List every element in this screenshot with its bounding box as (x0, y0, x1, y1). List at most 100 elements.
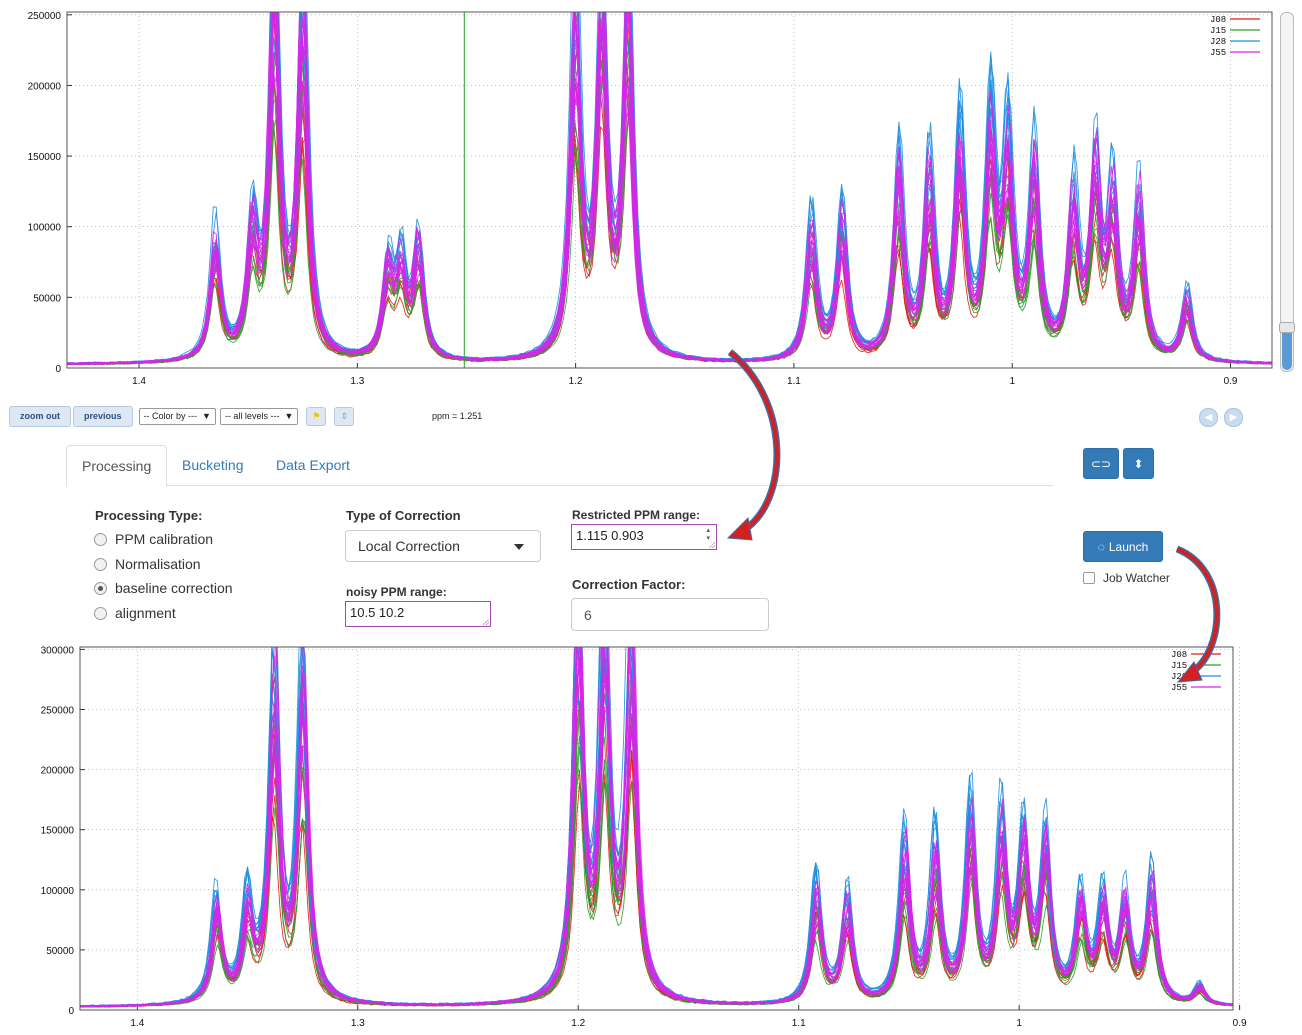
y-tick-label: 100000 (41, 886, 75, 897)
spectrum-trace-j55 (80, 647, 1233, 1008)
x-tick-label: 1 (1009, 376, 1015, 387)
spectrum-trace-j55 (80, 647, 1233, 1008)
radio-circle-checked (94, 581, 107, 595)
spectrum-trace-j55 (80, 647, 1233, 1008)
plot-frame (66, 11, 1273, 369)
chevron-down-icon: ▼ (202, 411, 211, 421)
x-axis: 1.4 1.3 1.2 1.1 1 0.9 (130, 1005, 1247, 1029)
radio-ppm-calibration[interactable]: PPM calibration (94, 531, 213, 547)
previous-button[interactable]: previous (73, 405, 133, 427)
plot-toolbar: zoom out previous -- Color by --- ▼ -- a… (9, 405, 355, 427)
tab-processing[interactable]: Processing (66, 445, 168, 487)
spectrum-trace-j55 (80, 647, 1233, 1008)
x-axis: 1.4 1.3 1.2 1.1 1 0.9 (132, 363, 1238, 387)
restricted-range-input[interactable]: 1.115 0.903 ▴ ▾ (571, 524, 717, 550)
job-watcher-checkbox[interactable]: Job Watcher (1083, 571, 1170, 585)
up-down-button[interactable]: ⇕ (334, 406, 355, 426)
chevron-down-icon: ▼ (284, 411, 294, 421)
correction-type-select[interactable]: Local Correction (345, 530, 541, 562)
vertical-scale-handle[interactable] (1279, 322, 1295, 333)
correction-type-value: Local Correction (358, 538, 460, 554)
spectra-lines (80, 647, 1233, 1008)
y-tick-label: 200000 (28, 81, 62, 92)
spectrum-trace-j55 (67, 12, 1272, 365)
tab-bar: Processing Bucketing Data Export (66, 445, 1053, 487)
link-button[interactable]: ⊂⊃ (1083, 448, 1119, 479)
y-tick-label: 150000 (28, 152, 62, 163)
radio-circle (94, 532, 107, 546)
correction-type-label: Type of Correction (346, 508, 461, 523)
y-tick-label: 50000 (46, 946, 74, 957)
radio-circle (94, 606, 107, 620)
y-tick-label: 50000 (33, 293, 61, 304)
launch-label: Launch (1108, 539, 1149, 554)
levels-value: -- all levels --- (224, 411, 280, 421)
prev-spectrum-button[interactable]: ◀ (1199, 408, 1218, 427)
flag-icon: ⚑ (312, 410, 321, 421)
launch-button[interactable]: ◌ Launch (1083, 531, 1163, 562)
next-spectrum-button[interactable]: ▶ (1224, 408, 1243, 427)
x-tick-label: 1.2 (571, 1018, 585, 1029)
spectrum-trace-j28 (80, 647, 1233, 1008)
correction-factor-input[interactable]: 6 (571, 598, 769, 631)
spectrum-plot-top[interactable]: 0 50000 100000 150000 200000 250000 1.4 1.3 1.2… (0, 0, 1280, 392)
correction-factor-value: 6 (584, 606, 592, 623)
zoom-out-button[interactable]: zoom out (9, 405, 71, 427)
spectrum-trace-j08 (80, 647, 1233, 1008)
radio-circle (94, 557, 107, 571)
spectrum-trace-j55 (80, 647, 1233, 1008)
spectrum-trace-j55 (80, 647, 1233, 1008)
color-by-select[interactable]: -- Color by --- ▼ (138, 407, 216, 425)
resize-grip-icon[interactable] (709, 542, 715, 548)
sort-icon: ⬍ (1133, 456, 1144, 471)
radio-baseline-correction[interactable]: baseline correction (94, 580, 233, 596)
x-tick-label: 0.9 (1233, 1018, 1247, 1029)
y-tick-label: 100000 (28, 223, 62, 234)
expand-button[interactable]: ⬍ (1123, 448, 1154, 479)
correction-factor-label: Correction Factor: (572, 577, 686, 592)
spectrum-plot-bottom[interactable]: 0 50000 100000 150000 200000 250000 300000 1.4… (0, 638, 1260, 1035)
legend-label-j15: J15 (1171, 661, 1187, 671)
spectrum-trace-j28 (80, 647, 1233, 1008)
caret-down-icon (514, 544, 524, 550)
levels-select[interactable]: -- all levels --- ▼ (219, 407, 299, 425)
noisy-range-input[interactable]: 10.5 10.2 (345, 601, 491, 627)
noisy-range-label: noisy PPM range: (346, 585, 447, 599)
x-tick-label: 1.3 (351, 1018, 365, 1029)
radio-alignment[interactable]: alignment (94, 605, 176, 621)
resize-grip-icon[interactable] (483, 619, 489, 625)
y-tick-label: 300000 (41, 645, 75, 656)
up-down-icon: ⇕ (340, 410, 349, 421)
tab-bucketing[interactable]: Bucketing (182, 457, 244, 473)
x-tick-label: 0.9 (1224, 376, 1238, 387)
spectrum-trace-j28 (80, 647, 1233, 1008)
vertical-scale-slider[interactable] (1279, 12, 1295, 372)
flag-button[interactable]: ⚑ (306, 406, 327, 426)
legend-label-j55: J55 (1171, 683, 1187, 693)
legend-label-j15: J15 (1210, 26, 1226, 36)
spectrum-trace-j55 (80, 647, 1233, 1008)
radio-normalisation[interactable]: Normalisation (94, 556, 201, 572)
y-axis: 0 50000 100000 150000 200000 250000 300000 (41, 645, 85, 1017)
plot-frame (79, 646, 1234, 1011)
y-tick-label: 0 (68, 1006, 74, 1017)
tab-data-export[interactable]: Data Export (276, 457, 350, 473)
x-tick-label: 1.4 (130, 1018, 144, 1029)
x-tick-label: 1.1 (787, 376, 801, 387)
y-tick-label: 250000 (41, 706, 75, 717)
spinner-icon[interactable]: ▴ ▾ (706, 527, 710, 542)
prev-circle-icon: ◀ (1204, 412, 1213, 423)
x-tick-label: 1 (1016, 1018, 1022, 1029)
spectrum-trace-j55 (67, 12, 1272, 366)
y-tick-label: 0 (55, 364, 61, 375)
vertical-scale-fill (1282, 324, 1292, 370)
checkbox-box (1083, 572, 1095, 584)
spectrum-trace-j55 (67, 12, 1272, 365)
legend-label-j28: J28 (1210, 37, 1226, 47)
spectrum-trace-j55 (80, 647, 1233, 1008)
next-circle-icon: ▶ (1229, 412, 1238, 423)
y-axis: 0 50000 100000 150000 200000 250000 (28, 11, 72, 375)
processing-type-label: Processing Type: (95, 508, 203, 523)
